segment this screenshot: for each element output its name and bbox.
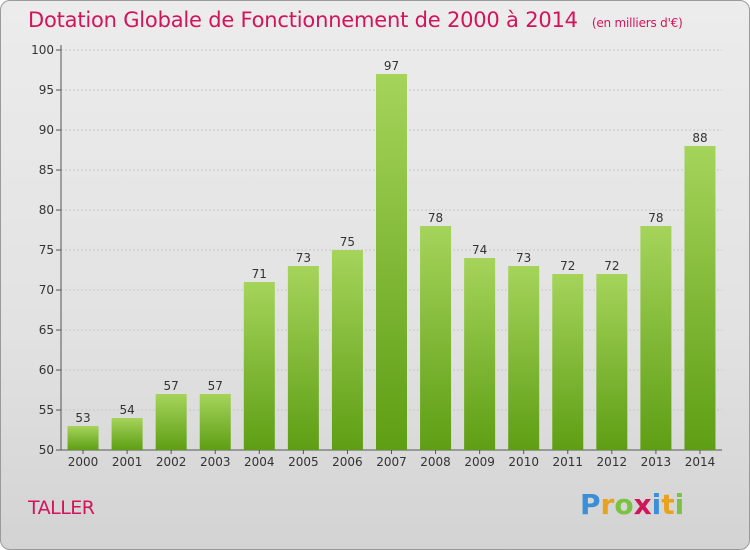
y-tick-label: 95 [39,83,54,97]
bar-2007 [376,74,407,450]
bar-2013 [640,226,672,450]
y-tick-label: 85 [39,163,54,177]
bar-2006 [331,250,363,450]
logo-letter: x [633,488,652,521]
logo-letter: r [600,488,615,521]
logo-letter: o [614,488,634,521]
logo-letter: t [661,488,675,521]
bar-2012 [596,274,628,450]
y-tick-label: 90 [39,123,54,137]
bar-2011 [552,274,584,450]
value-label: 53 [75,411,90,425]
y-tick-label: 60 [39,363,54,377]
value-label: 88 [692,131,707,145]
x-tick-label: 2004 [244,455,275,469]
value-label: 78 [428,211,443,225]
chart-subtitle: (en milliers d'€) [591,16,683,30]
value-label: 57 [164,379,179,393]
x-tick-label: 2006 [332,455,363,469]
value-label: 71 [252,267,267,281]
value-label: 73 [516,251,531,265]
logo-letter: i [651,488,662,521]
x-tick-label: 2011 [552,455,583,469]
proxiti-logo[interactable]: Proxiti [580,488,684,521]
bars [67,74,716,450]
value-label: 72 [560,259,575,273]
bar-2003 [199,394,231,450]
y-tick-label: 55 [39,403,54,417]
y-tick-label: 75 [39,243,54,257]
x-tick-label: 2008 [420,455,451,469]
value-label: 97 [384,59,399,73]
logo-letter: i [674,488,685,521]
x-tick-label: 2014 [685,455,716,469]
bar-2014 [684,146,716,450]
labels: 50 55 60 65 70 75 80 85 90 95 100 53 2000 54 2001 57 200… [31,43,715,469]
x-tick-label: 2005 [288,455,319,469]
x-tick-label: 2009 [464,455,495,469]
bar-2009 [464,258,496,450]
bar-2005 [287,266,319,450]
x-tick-label: 2002 [156,455,187,469]
value-label: 74 [472,243,487,257]
x-tick-label: 2007 [376,455,407,469]
value-label: 75 [340,235,355,249]
value-label: 57 [208,379,223,393]
value-label: 73 [296,251,311,265]
x-tick-label: 2013 [641,455,672,469]
value-label: 72 [604,259,619,273]
bar-2000 [67,426,99,450]
chart-title-text: Dotation Globale de Fonctionnement de 20… [28,8,578,32]
bar-2004 [243,282,275,450]
x-tick-label: 2010 [508,455,539,469]
y-tick-label: 50 [39,443,54,457]
bar-2002 [155,394,187,450]
value-label: 78 [648,211,663,225]
x-tick-label: 2012 [597,455,628,469]
y-tick-label: 65 [39,323,54,337]
x-tick-label: 2001 [112,455,143,469]
value-label: 54 [119,403,134,417]
y-tick-label: 100 [31,43,54,57]
commune-name: TALLER [28,497,95,519]
chart-title: Dotation Globale de Fonctionnement de 20… [28,8,683,32]
y-tick-label: 80 [39,203,54,217]
y-tick-label: 70 [39,283,54,297]
bar-2010 [508,266,540,450]
logo-letter: P [580,488,601,521]
x-tick-label: 2003 [200,455,231,469]
bar-2008 [420,226,452,450]
bar-2001 [111,418,143,450]
x-tick-label: 2000 [68,455,99,469]
